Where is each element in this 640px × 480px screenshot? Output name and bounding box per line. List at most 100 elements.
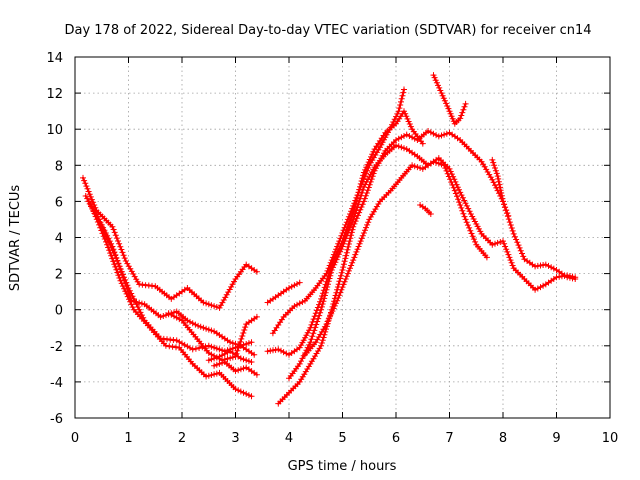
- data-point: [184, 317, 191, 324]
- data-point: [515, 242, 522, 249]
- data-point: [205, 301, 212, 308]
- data-point: [208, 302, 215, 309]
- data-point: [370, 148, 377, 155]
- data-point: [342, 255, 349, 262]
- data-point: [192, 321, 199, 328]
- data-point: [235, 344, 242, 351]
- series-line: [277, 129, 577, 405]
- data-point: [497, 187, 504, 194]
- data-point: [427, 129, 434, 136]
- data-point: [395, 135, 402, 142]
- data-point: [341, 238, 348, 245]
- data-point: [435, 133, 442, 140]
- data-point: [308, 336, 315, 343]
- data-point: [347, 211, 353, 217]
- data-point: [327, 259, 334, 266]
- y-tick-label: 6: [55, 195, 63, 210]
- data-point: [94, 219, 101, 225]
- data-point: [507, 257, 514, 264]
- data-point: [324, 318, 331, 325]
- data-point: [222, 294, 229, 301]
- data-point: [444, 170, 451, 177]
- grid: [75, 57, 610, 418]
- chart-title: Day 178 of 2022, Sidereal Day-to-day VTE…: [64, 23, 591, 38]
- data-point: [248, 359, 255, 365]
- data-point: [85, 188, 92, 195]
- data-point: [356, 198, 362, 205]
- data-point: [136, 306, 143, 313]
- data-point: [358, 192, 364, 199]
- data-point: [171, 313, 177, 320]
- data-point: [243, 357, 250, 364]
- data-point: [457, 115, 464, 122]
- data-point: [110, 226, 117, 233]
- data-point: [396, 105, 403, 112]
- data-point: [572, 274, 579, 281]
- data-point: [353, 248, 360, 255]
- data-point: [208, 343, 215, 350]
- data-point: [458, 204, 465, 211]
- data-point: [253, 371, 260, 378]
- data-point: [117, 277, 124, 284]
- data-point: [331, 261, 338, 268]
- data-point: [232, 386, 239, 393]
- data-point: [216, 360, 223, 367]
- data-point: [219, 299, 226, 306]
- data-point: [237, 366, 244, 373]
- data-point: [117, 266, 124, 273]
- data-point: [461, 103, 468, 110]
- data-point: [398, 98, 404, 105]
- data-point: [88, 196, 95, 203]
- data-point: [253, 268, 260, 275]
- data-point: [456, 199, 463, 206]
- data-point: [189, 346, 196, 353]
- data-point: [123, 290, 130, 297]
- data-point: [205, 357, 212, 364]
- data-point: [451, 187, 458, 194]
- data-point: [328, 310, 335, 317]
- data-point: [91, 210, 98, 217]
- data-point: [300, 352, 307, 359]
- data-point: [203, 300, 210, 307]
- data-point: [494, 239, 501, 246]
- data-point: [504, 210, 511, 216]
- data-point: [493, 170, 500, 177]
- data-point: [312, 324, 319, 331]
- data-point: [401, 145, 407, 152]
- data-point: [402, 110, 409, 117]
- data-point: [296, 300, 303, 307]
- data-point: [98, 227, 105, 234]
- data-point: [324, 267, 331, 274]
- data-point: [397, 102, 404, 108]
- data-point: [291, 303, 298, 310]
- data-point: [395, 143, 402, 150]
- series-track-5: [165, 310, 260, 364]
- data-point: [403, 113, 410, 120]
- data-point: [322, 289, 329, 296]
- data-point: [340, 240, 347, 247]
- data-point: [211, 362, 218, 369]
- data-point: [348, 208, 355, 215]
- data-point: [211, 303, 218, 310]
- data-point: [358, 235, 365, 242]
- data-point: [235, 387, 242, 394]
- data-point: [351, 254, 358, 261]
- data-point: [99, 230, 106, 237]
- data-point: [237, 338, 244, 345]
- data-point: [326, 275, 333, 282]
- data-point: [89, 204, 96, 211]
- data-point: [219, 359, 226, 366]
- data-point: [492, 182, 498, 189]
- data-point: [168, 311, 175, 318]
- data-point: [332, 248, 338, 255]
- data-point: [390, 119, 397, 125]
- y-tick-label: 10: [46, 123, 63, 138]
- data-point: [459, 194, 466, 201]
- data-point: [393, 137, 399, 143]
- data-point: [333, 246, 340, 253]
- y-tick-label: 8: [55, 159, 63, 174]
- data-point: [411, 163, 418, 170]
- data-point: [309, 333, 316, 340]
- data-point: [307, 339, 314, 346]
- data-point: [506, 219, 513, 226]
